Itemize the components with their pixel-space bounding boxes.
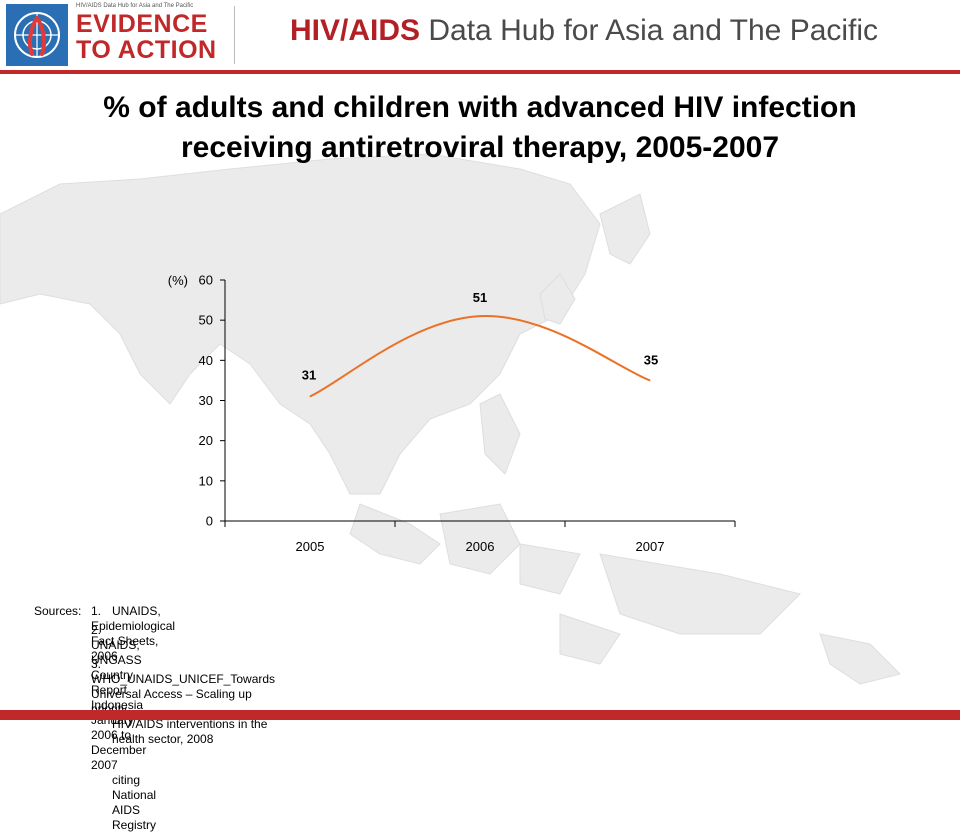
data-label: 35: [644, 352, 658, 367]
y-tick-label: 30: [199, 393, 213, 408]
header-divider: [234, 6, 235, 64]
header-bar: HIV/AIDS Data Hub for Asia and The Pacif…: [0, 0, 960, 70]
logo-line-to-action: TO ACTION: [76, 36, 217, 64]
x-tick-label: 2006: [466, 539, 495, 554]
art-coverage-line-chart: 0 10 20 30 40 50 60 (%) 2005 2006 2007 31 51 35: [168, 273, 736, 554]
data-label: 51: [473, 290, 487, 305]
app-title-bold: HIV/AIDS: [290, 14, 421, 47]
data-labels: 31 51 35: [302, 290, 658, 382]
source-text: UNAIDS, Epidemiological Fact Sheets, 200…: [91, 604, 176, 663]
x-axis: 2005 2006 2007: [224, 520, 736, 554]
source-text-continued: HIV/AIDS interventions in the health sec…: [112, 717, 268, 746]
y-unit-label: (%): [168, 273, 188, 288]
logo-wordmark: HIV/AIDS Data Hub for Asia and The Pacif…: [76, 0, 226, 70]
app-title-rest: Data Hub for Asia and The Pacific: [420, 14, 879, 47]
y-tick-label: 40: [199, 353, 213, 368]
y-tick-label: 50: [199, 313, 213, 328]
evidence-to-action-logo: HIV/AIDS Data Hub for Asia and The Pacif…: [0, 0, 232, 70]
data-point: [649, 379, 651, 381]
un-emblem-icon: [6, 4, 68, 66]
data-point: [309, 395, 311, 397]
sources-label: Sources:: [34, 604, 82, 618]
header-red-rule: [0, 70, 960, 74]
series-line: [309, 315, 651, 398]
app-title: HIV/AIDS Data Hub for Asia and The Pacif…: [290, 14, 878, 48]
source-number: 1.: [91, 604, 102, 618]
y-tick-label: 0: [206, 514, 213, 529]
logo-line-evidence: EVIDENCE: [76, 10, 208, 38]
source-text-continued: citing National AIDS Registry: [112, 773, 157, 832]
data-label: 31: [302, 367, 316, 382]
source-text: WHO_UNAIDS_UNICEF_Towards Universal Acce…: [91, 672, 276, 716]
x-tick-label: 2007: [636, 539, 665, 554]
data-point: [479, 315, 481, 317]
footer-red-rule: [0, 710, 960, 720]
y-tick-label: 10: [199, 473, 213, 488]
series-group: [309, 315, 651, 398]
y-axis: 0 10 20 30 40 50 60 (%): [168, 273, 226, 529]
x-tick-label: 2005: [296, 539, 325, 554]
source-number: 2.: [91, 623, 102, 637]
chart-title: % of adults and children with advanced H…: [103, 91, 857, 164]
source-item-1: 1. UNAIDS, Epidemiological Fact Sheets, 2…: [91, 604, 175, 664]
y-tick-label: 60: [199, 273, 213, 288]
y-tick-label: 20: [199, 433, 213, 448]
logo-tagline: HIV/AIDS Data Hub for Asia and The Pacif…: [76, 3, 194, 9]
source-item-3: 3.WHO_UNAIDS_UNICEF_Towards Universal Ac…: [91, 657, 275, 747]
source-number: 3.: [91, 657, 102, 671]
